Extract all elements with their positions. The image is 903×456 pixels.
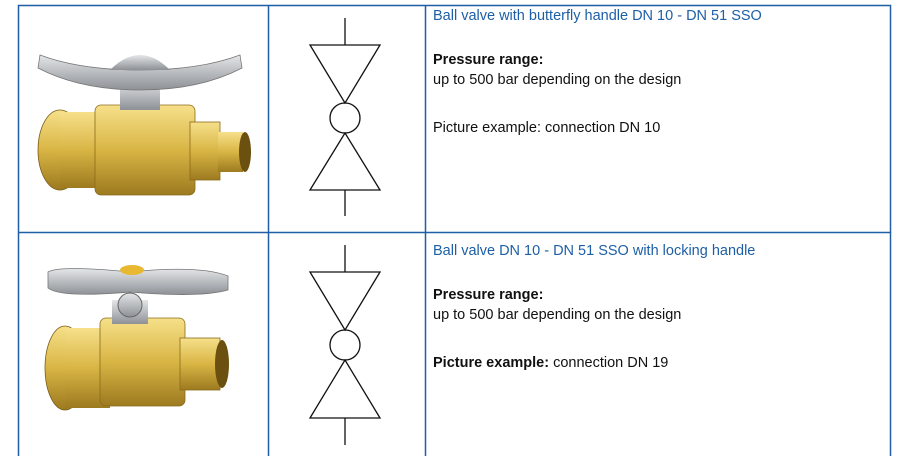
pressure-label-text: Pressure range: [433, 287, 544, 303]
picture-example: Picture example: connection DN 19 [433, 355, 668, 371]
picture-example-label: Picture example: [433, 355, 550, 371]
pressure-text: up to 500 bar depending on the design [433, 307, 682, 323]
valve-symbol [308, 18, 382, 216]
picture-example: Picture example: connection DN 10 [433, 120, 661, 136]
valve-picture [44, 265, 229, 411]
picture-example-text: connection DN 19 [553, 355, 669, 371]
row-title: Ball valve with butterfly handle DN 10 -… [433, 8, 762, 24]
pressure-text: up to 500 bar depending on the design [433, 72, 682, 88]
row-title: Ball valve DN 10 - DN 51 SSO with lockin… [433, 243, 756, 259]
pressure-label: Pressure range: [433, 287, 543, 303]
table-borders [17, 4, 892, 456]
pressure-label: Pressure range: [433, 52, 543, 68]
pressure-label-text: Pressure range: [433, 52, 544, 68]
valve-symbol [308, 245, 382, 445]
valve-picture [37, 54, 251, 196]
